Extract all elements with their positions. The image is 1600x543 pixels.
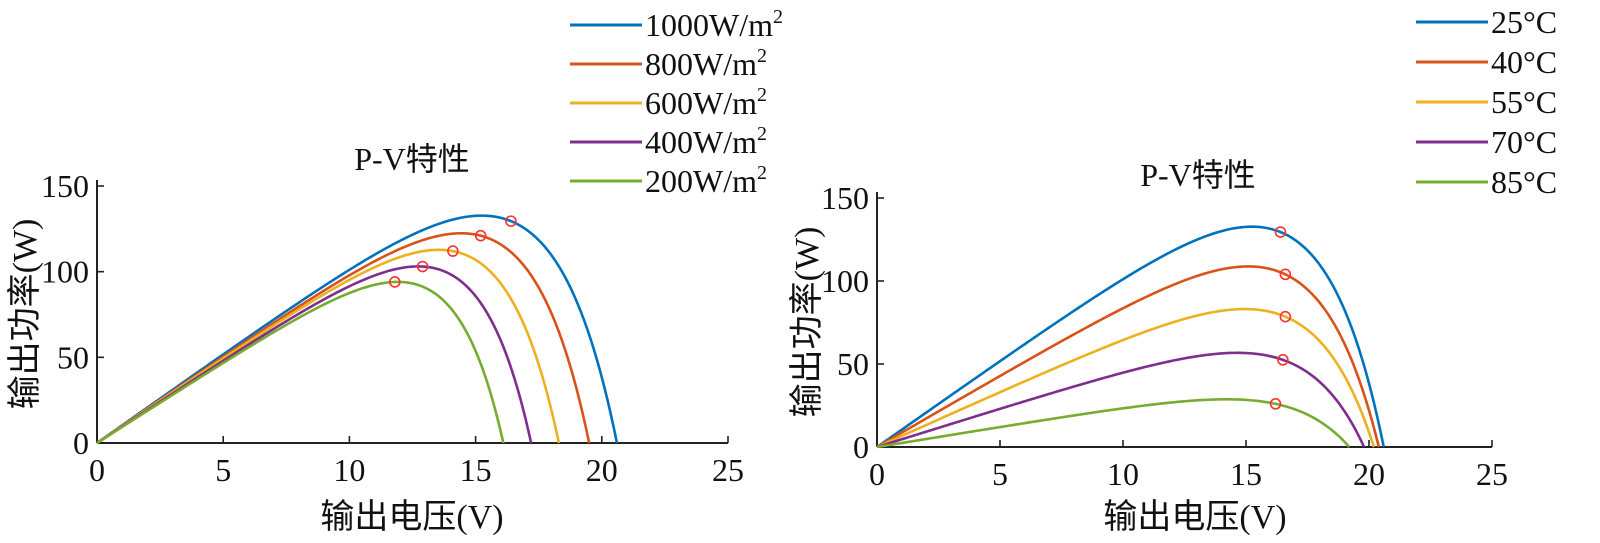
y-tick-label: 50 bbox=[57, 339, 89, 375]
x-tick-label: 20 bbox=[1353, 456, 1385, 492]
x-tick-label: 0 bbox=[89, 452, 105, 488]
mpp-marker-5 bbox=[389, 276, 401, 288]
mpp-marker-1 bbox=[505, 215, 517, 227]
series-line-4 bbox=[876, 351, 1366, 449]
y-axis-label: 输出功率(W) bbox=[788, 227, 826, 418]
x-tick-label: 10 bbox=[1107, 456, 1139, 492]
chart-title: P-V特性 bbox=[354, 141, 470, 177]
y-tick-label: 150 bbox=[821, 180, 869, 216]
legend: 25°C 40°C 55°C 70°C 85°C bbox=[1416, 4, 1557, 200]
mpp-marker-4 bbox=[1277, 354, 1289, 366]
y-tick-label: 150 bbox=[41, 168, 89, 204]
legend-entry: 25°C bbox=[1491, 4, 1557, 40]
y-tick-label: 100 bbox=[41, 254, 89, 290]
mpp-marker-3 bbox=[1279, 310, 1292, 323]
y-axis-label: 输出功率(W) bbox=[6, 219, 44, 410]
x-axis-label: 输出电压(V) bbox=[1103, 498, 1286, 536]
pv-chart-irradiance: P-V特性 0 5 10 15 20 25 0 50 100 150 输出电压(V) 输出功率(W) 10… bbox=[6, 6, 783, 536]
pv-chart-temperature: P-V特性 0 5 10 15 20 25 0 50 100 150 输出电压(V) 输出功率(W) 25… bbox=[788, 4, 1557, 536]
x-tick-label: 15 bbox=[1230, 456, 1262, 492]
x-tick-label: 20 bbox=[586, 452, 618, 488]
series-line-1 bbox=[96, 214, 619, 445]
legend-entry: 40°C bbox=[1491, 44, 1557, 80]
mpp-marker-2 bbox=[1279, 268, 1292, 281]
legend-entry: 800W/m2 bbox=[645, 45, 767, 82]
x-axis-label: 输出电压(V) bbox=[320, 498, 503, 536]
series-line-1 bbox=[876, 225, 1386, 449]
legend-entry: 1000W/m2 bbox=[645, 6, 783, 43]
legend-entry: 200W/m2 bbox=[645, 162, 767, 199]
y-tick-label: 50 bbox=[837, 346, 869, 382]
legend-entry: 600W/m2 bbox=[645, 84, 767, 121]
mpp-marker-1 bbox=[1274, 226, 1287, 238]
mpp-marker-4 bbox=[416, 260, 429, 273]
x-tick-label: 5 bbox=[215, 452, 231, 488]
y-tick-label: 0 bbox=[73, 425, 89, 461]
y-tick-label: 100 bbox=[821, 263, 869, 299]
series-line-2 bbox=[876, 265, 1381, 449]
y-tick-label: 0 bbox=[853, 429, 869, 465]
series-line-2 bbox=[96, 231, 591, 445]
mpp-marker-5 bbox=[1269, 398, 1282, 410]
x-tick-label: 25 bbox=[712, 452, 744, 488]
mpp-marker-3 bbox=[447, 245, 459, 257]
x-tick-label: 5 bbox=[992, 456, 1008, 492]
legend-entry: 85°C bbox=[1491, 164, 1557, 200]
legend-entry: 400W/m2 bbox=[645, 123, 767, 160]
mpp-marker-2 bbox=[474, 229, 487, 242]
x-tick-label: 15 bbox=[460, 452, 492, 488]
x-tick-label: 25 bbox=[1476, 456, 1508, 492]
x-tick-label: 10 bbox=[333, 452, 365, 488]
series-line-3 bbox=[876, 307, 1376, 449]
x-tick-label: 0 bbox=[869, 456, 885, 492]
series-line-5 bbox=[96, 280, 505, 445]
legend-entry: 70°C bbox=[1491, 124, 1557, 160]
series-line-3 bbox=[96, 248, 561, 445]
chart-title: P-V特性 bbox=[1140, 157, 1256, 193]
legend-entry: 55°C bbox=[1491, 84, 1557, 120]
